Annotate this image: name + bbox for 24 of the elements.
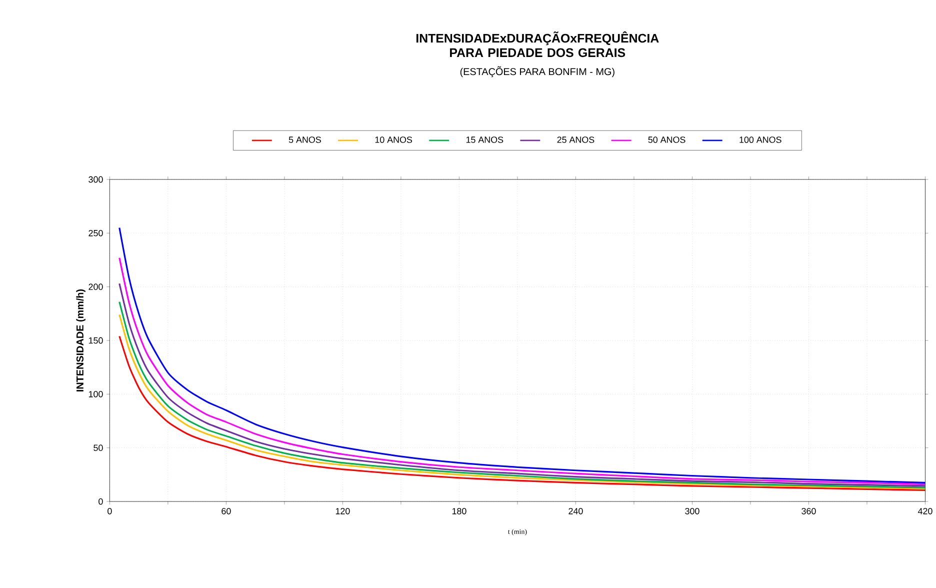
x-tick-label: 360 [802,508,816,514]
legend-label: 10 ANOS [375,136,412,143]
x-tick-label: 180 [452,508,466,514]
legend-label: 15 ANOS [466,136,504,143]
legend-label: 25 ANOS [557,136,594,143]
legend-label: 100 ANOS [740,136,782,143]
legend-label: 5 ANOS [288,136,321,143]
y-tick-label: 50 [94,444,103,451]
x-tick-label: 120 [336,508,350,514]
chart-title: INTENSIDADExDURAÇÃOxFREQUÊNCIA PARA PIEDADE DOS GERAIS [416,31,659,57]
y-tick-label: 0 [98,498,103,505]
x-tick-label: 240 [568,508,583,514]
chart-subtitle: (ESTAÇÕES PARA BONFIM - MG) [460,66,614,78]
y-tick-label: 250 [88,230,103,236]
x-tick-label: 300 [685,508,700,514]
legend-label: 50 ANOS [648,136,686,143]
x-tick-label: 420 [918,508,932,514]
x-tick-label: 0 [108,508,112,514]
y-tick-label: 100 [88,390,103,398]
y-tick-label: 300 [88,176,103,183]
y-tick-label: 150 [88,337,103,344]
y-tick-label: 200 [88,284,103,290]
x-tick-label: 60 [222,508,231,514]
y-axis-title: INTENSIDADE (mm/h) [76,289,86,392]
